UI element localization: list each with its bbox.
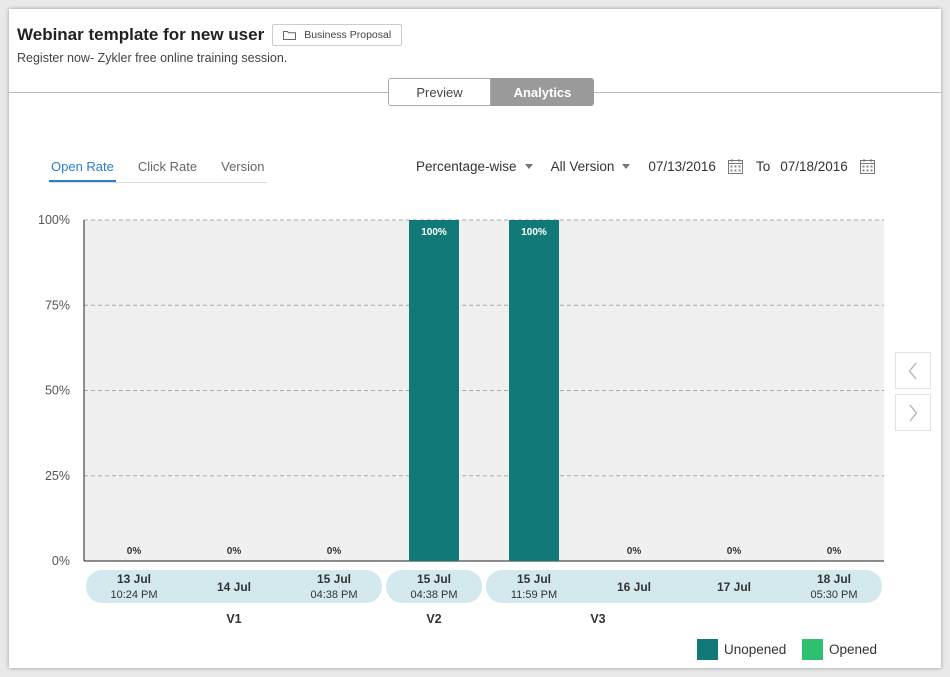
- campaign-subject: Register now- Zykler free online trainin…: [17, 51, 288, 65]
- bar-data-label: 0%: [227, 546, 242, 557]
- x-tick-date: 15 Jul: [417, 572, 451, 586]
- calendar-icon[interactable]: [859, 159, 875, 174]
- x-tick-date: 14 Jul: [217, 580, 251, 594]
- x-tick-date: 18 Jul: [817, 572, 851, 586]
- tab-version[interactable]: Version: [221, 159, 265, 174]
- version-group-band: [86, 570, 382, 603]
- chevron-down-icon: [524, 164, 533, 169]
- legend-item-opened[interactable]: Opened: [802, 639, 877, 660]
- version-group-label: V2: [426, 612, 441, 626]
- version-dropdown-value: All Version: [550, 159, 615, 174]
- chart-next-button[interactable]: [895, 394, 931, 431]
- x-tick-date: 15 Jul: [317, 572, 351, 586]
- x-tick-date: 16 Jul: [617, 580, 651, 594]
- campaign-window: Webinar template for new user Business P…: [9, 9, 941, 668]
- bar-unopened: [509, 220, 559, 561]
- page-title: Webinar template for new user: [17, 25, 265, 44]
- title-row: Webinar template for new user Business P…: [17, 24, 403, 46]
- legend-swatch-unopened: [697, 639, 718, 660]
- x-tick-date: 13 Jul: [117, 572, 151, 586]
- mode-dropdown[interactable]: Percentage-wise: [416, 159, 533, 174]
- folder-chip[interactable]: Business Proposal: [272, 24, 403, 46]
- bar-unopened: [409, 220, 459, 561]
- folder-label: Business Proposal: [304, 29, 392, 41]
- legend-label-opened: Opened: [829, 642, 878, 657]
- x-tick-time: 04:38 PM: [410, 589, 457, 601]
- y-tick-label: 25%: [45, 469, 70, 483]
- metric-tabs: Open Rate Click Rate Version: [49, 159, 267, 183]
- tab-open-rate[interactable]: Open Rate: [49, 159, 116, 182]
- x-tick-time: 05:30 PM: [810, 589, 857, 601]
- bar-data-label: 0%: [727, 546, 742, 557]
- to-label: To: [755, 159, 771, 174]
- y-tick-label: 75%: [45, 298, 70, 312]
- version-dropdown[interactable]: All Version: [551, 159, 631, 174]
- y-tick-label: 100%: [38, 213, 70, 227]
- y-tick-label: 50%: [45, 384, 70, 398]
- x-tick-date: 17 Jul: [717, 580, 751, 594]
- chart-prev-button[interactable]: [895, 352, 931, 389]
- legend-swatch-opened: [802, 639, 823, 660]
- version-group-label: V1: [226, 612, 241, 626]
- to-date-field[interactable]: 07/18/2016: [780, 159, 848, 174]
- version-group-band: [386, 570, 482, 603]
- legend-item-unopened[interactable]: Unopened: [697, 639, 786, 660]
- version-group-band: [486, 570, 882, 603]
- x-tick-time: 04:38 PM: [310, 589, 357, 601]
- calendar-icon[interactable]: [727, 159, 743, 174]
- version-group-label: V3: [590, 612, 605, 626]
- tab-preview[interactable]: Preview: [388, 78, 491, 106]
- x-tick-time: 11:59 PM: [511, 589, 557, 601]
- from-date-field[interactable]: 07/13/2016: [648, 159, 716, 174]
- bar-data-label: 100%: [521, 227, 547, 238]
- bar-data-label: 0%: [827, 546, 842, 557]
- bar-data-label: 0%: [127, 546, 142, 557]
- open-rate-chart: 0% 25% 50% 75% 100% V1 V2 V3 0% 13 Jul 10:24 PM 0% 1…: [38, 213, 884, 626]
- bar-data-label: 0%: [327, 546, 342, 557]
- x-tick-date: 15 Jul: [517, 572, 551, 586]
- y-tick-label: 0%: [52, 554, 70, 568]
- tab-click-rate[interactable]: Click Rate: [137, 159, 198, 174]
- legend-label-unopened: Unopened: [724, 642, 787, 657]
- chevron-right-icon: [909, 404, 918, 421]
- bar-data-label: 100%: [421, 227, 447, 238]
- view-tabs: Preview Analytics: [388, 78, 594, 106]
- filters-bar: Percentage-wise All Version 07/13/2016 T…: [416, 159, 888, 174]
- tab-analytics[interactable]: Analytics: [491, 78, 594, 106]
- x-tick-time: 10:24 PM: [110, 589, 157, 601]
- chevron-left-icon: [908, 362, 917, 379]
- mode-dropdown-value: Percentage-wise: [416, 159, 517, 174]
- chevron-down-icon: [622, 164, 631, 169]
- bar-data-label: 0%: [627, 546, 642, 557]
- folder-icon: [283, 31, 297, 40]
